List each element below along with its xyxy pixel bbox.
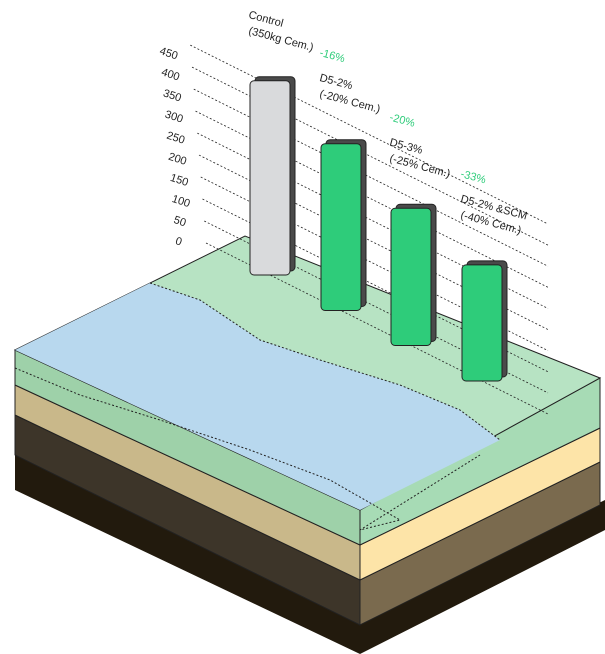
bar [461, 264, 503, 382]
bar [390, 207, 432, 346]
terrain [13, 235, 605, 654]
y-tick-label: 50 [172, 214, 187, 229]
y-tick-label: 150 [169, 172, 190, 189]
category-note: (-20% Cem.) [318, 88, 381, 116]
shadow [15, 455, 605, 654]
y-tick-label: 350 [162, 87, 183, 104]
y-tick-label: 250 [165, 130, 186, 147]
change-label: -16% [318, 47, 346, 65]
y-tick-label: 400 [160, 66, 181, 83]
river-edge [149, 282, 501, 441]
bar [249, 80, 291, 276]
y-tick-label: 450 [158, 45, 179, 62]
river-face-edge [14, 367, 481, 531]
category-note: (-25% Cem.) [388, 153, 451, 181]
river [15, 283, 500, 510]
change-label: -33% [459, 168, 487, 186]
grid-line [190, 44, 549, 225]
y-tick-label: 200 [167, 151, 188, 168]
y-tick-label: 0 [174, 235, 184, 248]
y-tick-label: 100 [170, 193, 191, 210]
bar [320, 143, 362, 311]
y-tick-label: 300 [163, 109, 184, 126]
change-label: -20% [388, 112, 416, 130]
